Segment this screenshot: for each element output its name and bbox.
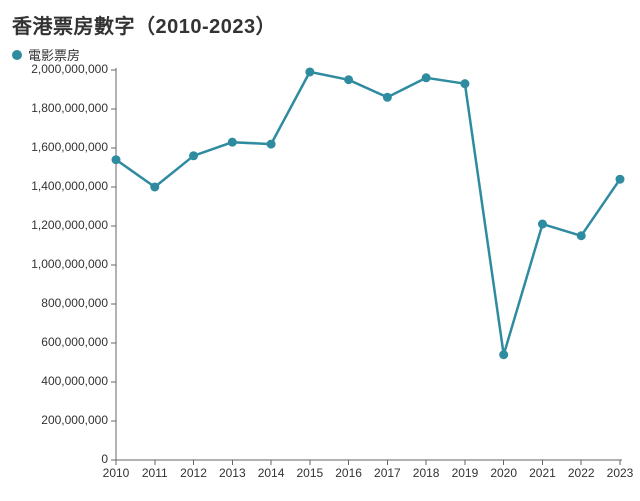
x-tick-label: 2023 <box>607 466 634 480</box>
x-tick-label: 2011 <box>142 466 168 480</box>
chart-area: 0 200,000,000 400,000,000 600,000,000 800,00… <box>0 0 640 501</box>
x-tick-label: 2015 <box>296 466 323 480</box>
chart-svg <box>0 0 640 501</box>
y-tick-label: 1,400,000,000 <box>31 179 108 193</box>
x-tick-label: 2010 <box>103 466 130 480</box>
y-tick-label: 1,000,000,000 <box>31 257 108 271</box>
y-tick-label: 400,000,000 <box>41 374 108 388</box>
x-tick-label: 2021 <box>529 466 556 480</box>
y-tick-label: 200,000,000 <box>41 413 108 427</box>
x-tick-label: 2022 <box>568 466 595 480</box>
y-tick-label: 1,200,000,000 <box>31 218 108 232</box>
y-tick-label: 800,000,000 <box>41 296 108 310</box>
x-tick-label: 2017 <box>374 466 401 480</box>
chart-title: 香港票房數字（2010-2023） <box>12 10 628 39</box>
chart-container: 香港票房數字（2010-2023） 電影票房 0 200,000,000 400,0… <box>0 0 640 501</box>
y-tick-label: 2,000,000,000 <box>31 62 108 76</box>
y-tick-label: 0 <box>101 452 108 466</box>
legend: 電影票房 <box>12 45 628 64</box>
legend-label: 電影票房 <box>28 45 80 64</box>
x-tick-label: 2020 <box>490 466 517 480</box>
y-tick-label: 1,600,000,000 <box>31 140 108 154</box>
y-tick-label: 600,000,000 <box>41 335 108 349</box>
x-tick-label: 2012 <box>180 466 207 480</box>
y-tick-label: 1,800,000,000 <box>31 101 108 115</box>
legend-swatch <box>12 50 22 60</box>
x-tick-label: 2019 <box>452 466 479 480</box>
x-tick-label: 2018 <box>413 466 440 480</box>
x-tick-label: 2014 <box>258 466 285 480</box>
x-tick-label: 2016 <box>335 466 362 480</box>
x-tick-label: 2013 <box>219 466 246 480</box>
